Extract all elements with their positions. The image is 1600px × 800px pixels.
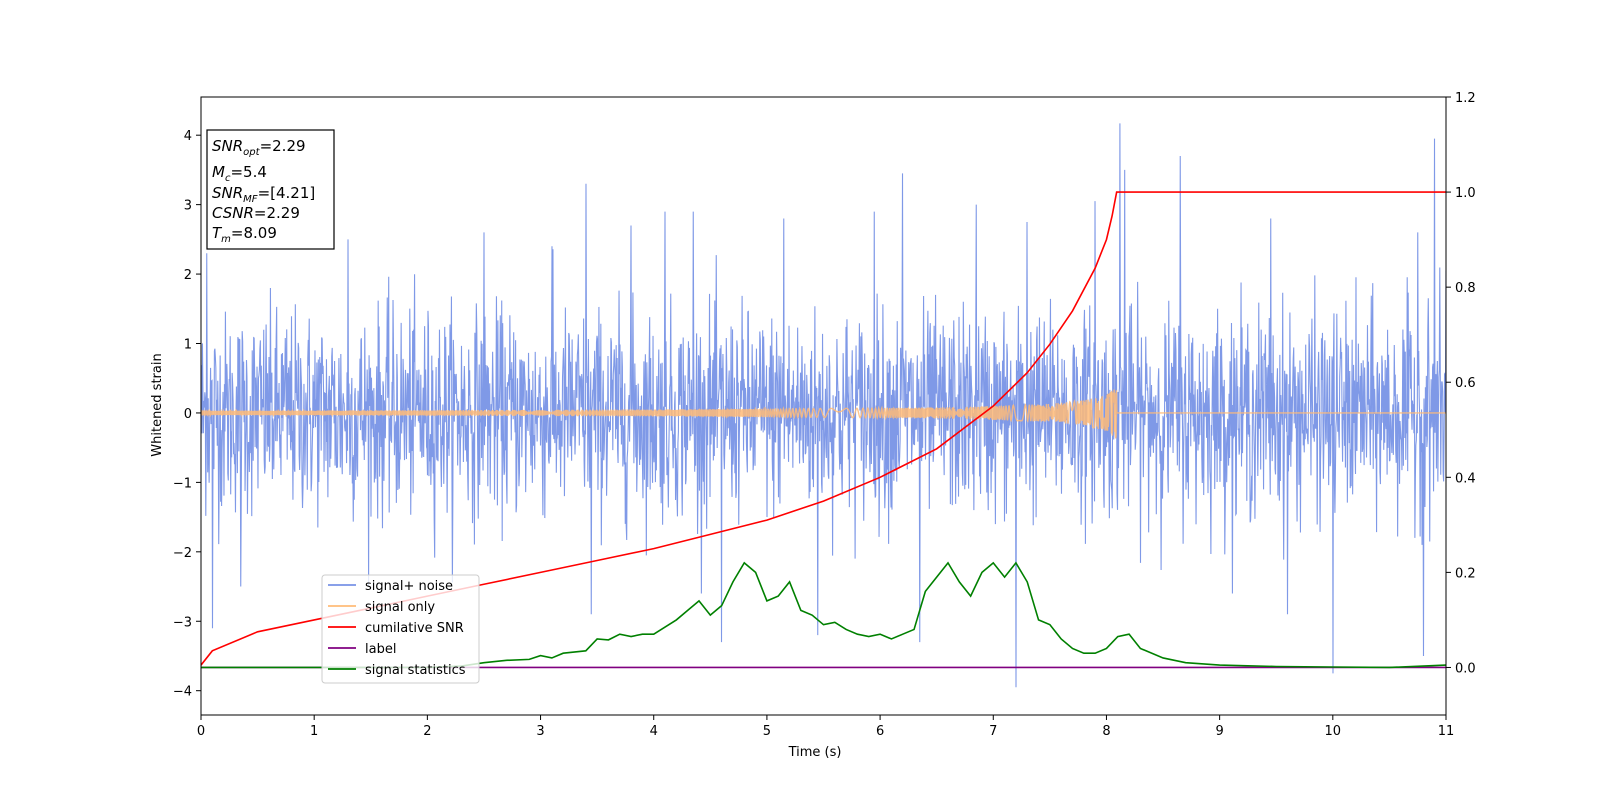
legend-label-signal-noise: signal+ noise [365, 579, 453, 594]
y-left-tick-label: −3 [173, 615, 192, 630]
x-tick-label: 7 [989, 724, 997, 739]
info-box-frame [206, 129, 335, 250]
y-right-tick-label: 1.0 [1455, 186, 1476, 201]
legend-item-label: label [328, 642, 396, 657]
y-left-tick-label: 0 [184, 407, 192, 422]
y-right-tick-label: 0.6 [1455, 376, 1476, 391]
info-mc: Mc=5.4 [212, 163, 267, 184]
y-right-tick-label: 1.2 [1455, 91, 1476, 106]
series-signal-noise [201, 123, 1446, 688]
info-csnr: CSNR=2.29 [212, 204, 300, 222]
plot-frame [200, 96, 1447, 716]
legend-item-signal-only: signal only [328, 600, 435, 615]
x-axis-title: Time (s) [788, 745, 842, 760]
legend: signal+ noise signal only cumilative SNR… [321, 574, 480, 684]
y-left-tick-label: −2 [173, 546, 192, 561]
series-signal-only [201, 389, 1446, 439]
legend-label-label: label [365, 642, 396, 657]
series-signal-statistics [201, 561, 1446, 669]
x-tick-label: 3 [536, 724, 544, 739]
legend-item-signal-noise: signal+ noise [328, 579, 453, 594]
info-box: SNRopt=2.29 Mc=5.4 SNRMF=[4.21] CSNR=2.2… [206, 129, 335, 250]
y-right-tick-label: 0.0 [1455, 661, 1476, 676]
y-left-tick-label: 2 [184, 268, 192, 283]
y-left-tick-label: 3 [184, 199, 192, 214]
x-tick-label: 8 [1102, 724, 1110, 739]
info-snr-opt: SNRopt=2.29 [212, 137, 306, 158]
x-tick-label: 9 [1215, 724, 1223, 739]
x-tick-label: 5 [763, 724, 771, 739]
x-tick-label: 11 [1438, 724, 1455, 739]
y-axis-title: Whitened strain [150, 353, 165, 456]
info-tm: Tm=8.09 [212, 224, 277, 245]
x-tick-label: 0 [197, 724, 205, 739]
legend-label-cumulative-snr: cumilative SNR [365, 621, 464, 636]
legend-label-signal-only: signal only [365, 600, 435, 615]
y-left-tick-label: 4 [184, 129, 192, 144]
legend-item-signal-statistics: signal statistics [328, 663, 466, 678]
x-tick-label: 10 [1325, 724, 1342, 739]
x-tick-label: 4 [650, 724, 658, 739]
y-right-tick-label: 0.4 [1455, 471, 1476, 486]
x-tick-label: 2 [423, 724, 431, 739]
legend-frame [321, 574, 480, 684]
y-left-tick-label: −1 [173, 476, 192, 491]
y-right-tick-label: 0.2 [1455, 566, 1476, 581]
y-left-tick-label: −4 [173, 685, 192, 700]
legend-item-cumulative-snr: cumilative SNR [328, 621, 464, 636]
x-tick-label: 1 [310, 724, 318, 739]
x-tick-label: 6 [876, 724, 884, 739]
y-left-tick-label: 1 [184, 338, 192, 353]
legend-label-signal-statistics: signal statistics [365, 663, 466, 678]
y-right-tick-label: 0.8 [1455, 281, 1476, 296]
info-snr-mf: SNRMF=[4.21] [212, 184, 315, 205]
